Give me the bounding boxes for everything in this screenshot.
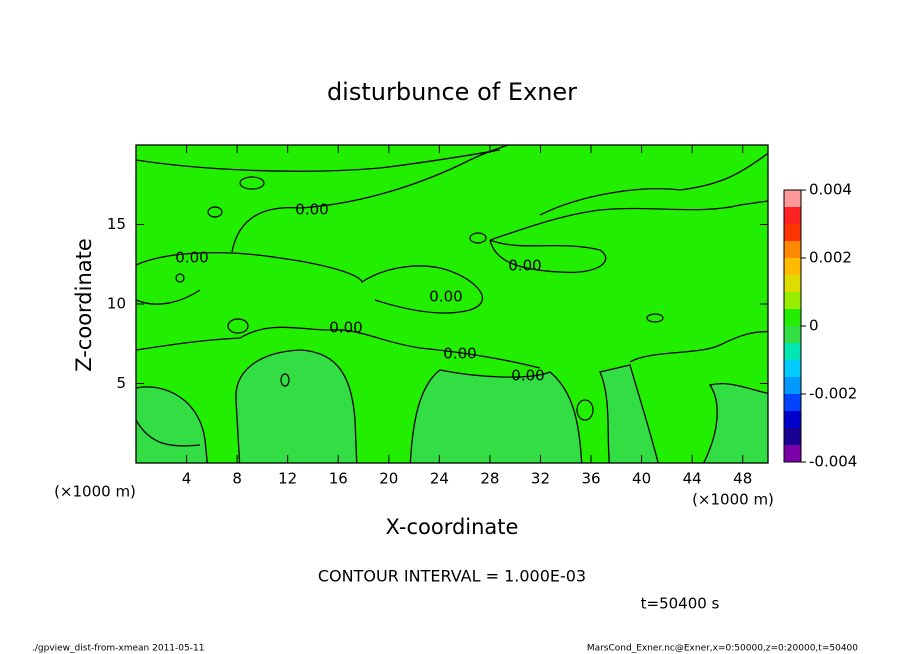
y-axis-label: Z-coordinate xyxy=(72,238,96,372)
y-tick-label: 5 xyxy=(116,374,126,392)
x-tick-label: 40 xyxy=(632,470,651,488)
colorbar-band xyxy=(784,207,801,224)
contour-line xyxy=(489,200,768,241)
colorbar-band xyxy=(784,394,801,411)
colorbar-band xyxy=(784,292,801,309)
colorbar-tick-label: -0.002 xyxy=(809,385,857,403)
x-axis-label: X-coordinate xyxy=(386,515,519,539)
colorbar-band xyxy=(784,377,801,394)
x-tick-label: 4 xyxy=(182,470,192,488)
colorbar-band xyxy=(784,190,801,207)
contour-blob xyxy=(576,399,594,421)
contour-line xyxy=(539,152,768,216)
contour-region xyxy=(136,386,208,463)
y-tick-label: 10 xyxy=(107,295,126,313)
x-tick-label: 16 xyxy=(329,470,348,488)
colorbar-band xyxy=(784,258,801,275)
x-tick-label: 48 xyxy=(733,470,752,488)
colorbar-band xyxy=(784,411,801,428)
colorbar-band xyxy=(784,326,801,343)
contour-line xyxy=(489,239,607,274)
colorbar-tick-label: 0 xyxy=(809,317,819,335)
colorbar-band xyxy=(784,241,801,258)
x-tick-label: 12 xyxy=(278,470,297,488)
x-tick-label: 44 xyxy=(683,470,702,488)
contour-line xyxy=(136,149,501,172)
contour-region xyxy=(599,364,659,463)
y-tick-label: 15 xyxy=(107,215,126,233)
contour-label: 0.00 xyxy=(429,288,462,306)
contour-label: 0.00 xyxy=(443,345,476,363)
colorbar-band xyxy=(784,224,801,241)
x-tick-label: 20 xyxy=(379,470,398,488)
colorbar-band xyxy=(784,309,801,326)
contours: 0.00 0.00 0.00 0.00 0.00 0.00 0.00 xyxy=(136,145,768,463)
contour-line xyxy=(136,252,484,314)
x-tick-label: 8 xyxy=(232,470,242,488)
chart-title: disturbunce of Exner xyxy=(327,78,577,106)
colorbar-band xyxy=(784,275,801,292)
colorbar-band xyxy=(784,445,801,462)
colorbar-tick-label: 0.004 xyxy=(809,181,852,199)
contour-label: 0.00 xyxy=(175,249,208,267)
time-label: t=50400 s xyxy=(641,595,720,613)
contour-label: 0.00 xyxy=(329,319,362,337)
x-tick-label: 24 xyxy=(430,470,449,488)
colorbar-band xyxy=(784,343,801,360)
footer-right: MarsCond_Exner.nc@Exner,x=0:50000,z=0:20… xyxy=(587,644,858,654)
colorbar-band xyxy=(784,428,801,445)
x-tick-label: 32 xyxy=(531,470,550,488)
contour-region xyxy=(409,369,583,463)
y-unit: (×1000 m) xyxy=(54,483,136,501)
contour-blob xyxy=(469,232,487,244)
contour-interval: CONTOUR INTERVAL = 1.000E-03 xyxy=(318,567,586,586)
contour-blob xyxy=(280,373,290,387)
contour-label: 0.00 xyxy=(295,201,328,219)
colorbar-band xyxy=(784,360,801,377)
x-tick-label: 36 xyxy=(581,470,600,488)
contour-blob xyxy=(175,273,185,283)
contour-line xyxy=(136,289,201,305)
contour-blob xyxy=(239,176,265,190)
contour-region xyxy=(702,383,768,463)
contour-line xyxy=(136,326,541,369)
contour-label: 0.00 xyxy=(511,367,544,385)
x-tick-label: 28 xyxy=(480,470,499,488)
contour-region xyxy=(235,349,358,463)
colorbar-tick-label: -0.004 xyxy=(809,453,857,471)
footer-left: ./gpview_dist-from-xmean 2011-05-11 xyxy=(32,644,204,654)
contour-line xyxy=(629,330,768,363)
contour-label: 0.00 xyxy=(508,257,541,275)
contour-line xyxy=(136,419,201,447)
contour-blob xyxy=(646,313,664,323)
x-unit: (×1000 m) xyxy=(692,491,774,509)
contour-blob xyxy=(227,318,249,334)
colorbar-tick-label: 0.002 xyxy=(809,249,852,267)
contour-blob xyxy=(207,206,223,218)
